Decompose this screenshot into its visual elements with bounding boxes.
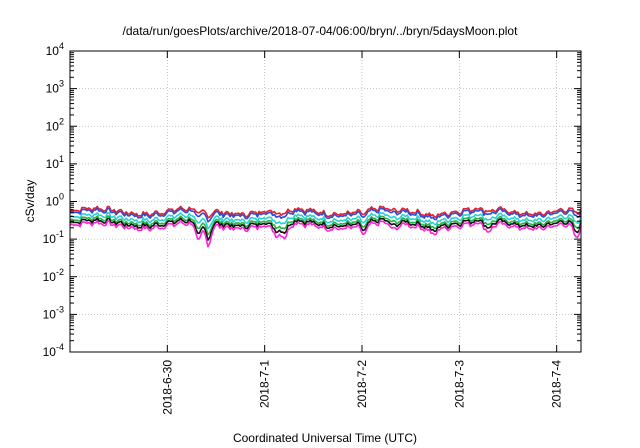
series-line <box>69 217 582 241</box>
x-axis-label: Coordinated Universal Time (UTC) <box>233 431 417 445</box>
series-line <box>69 220 582 248</box>
series-group <box>69 205 582 248</box>
x-tick-label: 2018-7-3 <box>452 360 466 408</box>
x-tick-label: 2018-6-30 <box>160 360 174 415</box>
x-tick-label: 2018-7-1 <box>258 360 272 408</box>
grid <box>70 51 581 352</box>
y-axis: 10-4 10-3 10-2 10-1 100 101 102 103 104 <box>43 41 581 359</box>
y-tick-label: 10-2 <box>43 267 64 284</box>
y-tick-label: 10-4 <box>43 342 64 359</box>
x-tick-label: 2018-7-4 <box>550 360 564 408</box>
chart-title: /data/run/goesPlots/archive/2018-07-04/0… <box>123 24 519 38</box>
y-tick-label: 10-3 <box>43 304 64 321</box>
series-line <box>69 215 582 236</box>
y-tick-label: 102 <box>46 116 64 133</box>
y-tick-label: 10-1 <box>43 229 64 246</box>
y-tick-label: 100 <box>46 192 64 209</box>
y-axis-label: cSv/day <box>23 180 37 223</box>
series-line <box>69 207 582 223</box>
y-tick-label: 103 <box>46 79 64 96</box>
y-tick-label: 101 <box>46 154 64 171</box>
series-line <box>69 211 582 230</box>
x-axis: 2018-6-30 2018-7-1 2018-7-2 2018-7-3 2018-7-… <box>160 51 564 415</box>
x-tick-label: 2018-7-2 <box>355 360 369 408</box>
y-tick-label: 104 <box>46 41 64 58</box>
